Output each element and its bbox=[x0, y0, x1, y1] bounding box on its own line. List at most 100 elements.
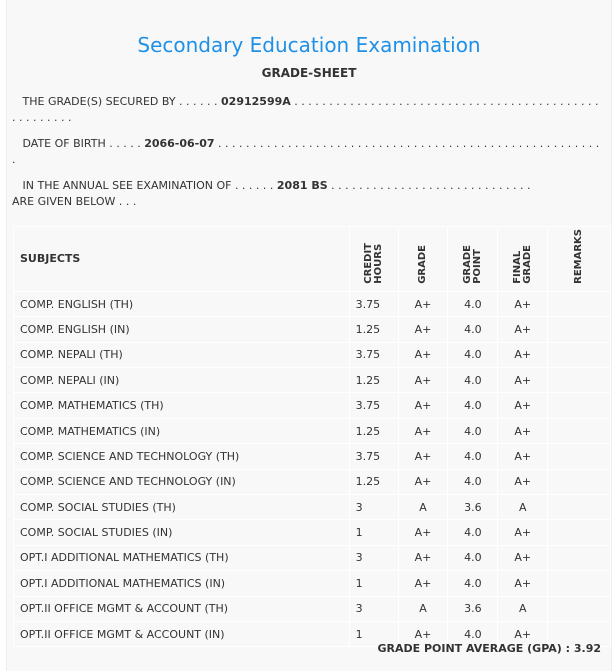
subject-cell: COMP. SCIENCE AND TECHNOLOGY (IN) bbox=[13, 468, 350, 496]
grade-cell: A+ bbox=[397, 544, 449, 572]
remarks-cell bbox=[547, 341, 611, 369]
header-text: FINAL GRADE bbox=[511, 245, 533, 284]
header-text: GRADE bbox=[417, 245, 429, 284]
remarks-cell bbox=[547, 392, 611, 419]
remarks-cell bbox=[547, 544, 611, 572]
credit-cell: 1.25 bbox=[348, 316, 399, 343]
grade-cell: A+ bbox=[397, 570, 449, 597]
grade-point-cell: 4.0 bbox=[447, 519, 499, 546]
final-grade-cell: A+ bbox=[497, 620, 549, 648]
subject-cell: COMP. MATHEMATICS (TH) bbox=[13, 392, 350, 419]
remarks-cell bbox=[547, 443, 611, 470]
dots: . . . . . . . . . . . . . . . . . . . . … bbox=[12, 95, 599, 124]
header-final-grade: FINAL GRADE bbox=[497, 226, 549, 292]
grade-cell: A bbox=[397, 595, 449, 622]
final-grade-cell: A bbox=[497, 595, 549, 622]
header-grade-point: GRADE POINT bbox=[447, 226, 499, 292]
credit-cell: 1 bbox=[348, 570, 399, 597]
header-text: CREDIT HOURS bbox=[362, 243, 384, 284]
header-grade: GRADE bbox=[397, 226, 449, 292]
secured-by-label: THE GRADE(S) SECURED BY . . . . . . bbox=[22, 95, 222, 108]
remarks-cell bbox=[547, 290, 611, 318]
remarks-cell bbox=[547, 417, 611, 445]
table-row: COMP. ENGLISH (TH) 3.75 A+ 4.0 A+ bbox=[13, 290, 611, 318]
grade-point-cell: 4.0 bbox=[447, 620, 499, 648]
remarks-cell bbox=[547, 468, 611, 496]
final-grade-cell: A+ bbox=[497, 417, 549, 445]
subject-cell: COMP. SOCIAL STUDIES (IN) bbox=[13, 519, 350, 546]
secured-by-line: THE GRADE(S) SECURED BY . . . . . . 0291… bbox=[12, 94, 602, 126]
final-grade-cell: A bbox=[497, 493, 549, 521]
credit-cell: 1 bbox=[348, 519, 399, 546]
table-row: COMP. NEPALI (TH) 3.75 A+ 4.0 A+ bbox=[13, 341, 611, 369]
grade-point-cell: 4.0 bbox=[447, 367, 499, 394]
remarks-cell bbox=[547, 570, 611, 597]
grade-point-cell: 4.0 bbox=[447, 316, 499, 343]
exam-year: 2081 BS bbox=[276, 179, 328, 192]
table-row: OPT.II OFFICE MGMT & ACCOUNT (IN) 1 A+ 4.0 A… bbox=[13, 620, 611, 648]
subject-cell: OPT.II OFFICE MGMT & ACCOUNT (IN) bbox=[13, 620, 350, 648]
subject-cell: OPT.I ADDITIONAL MATHEMATICS (TH) bbox=[13, 544, 350, 572]
table-row: COMP. SOCIAL STUDIES (TH) 3 A 3.6 A bbox=[13, 493, 611, 521]
grade-point-cell: 4.0 bbox=[447, 570, 499, 597]
remarks-cell bbox=[547, 519, 611, 546]
exam-label: IN THE ANNUAL SEE EXAMINATION OF . . . .… bbox=[22, 179, 277, 192]
final-grade-cell: A+ bbox=[497, 392, 549, 419]
remarks-cell bbox=[547, 493, 611, 521]
credit-cell: 1.25 bbox=[348, 468, 399, 496]
grade-sheet: Secondary Education Examination GRADE-SH… bbox=[6, 0, 612, 671]
table-row: COMP. NEPALI (IN) 1.25 A+ 4.0 A+ bbox=[13, 367, 611, 394]
table-row: COMP. SCIENCE AND TECHNOLOGY (IN) 1.25 A+ 4… bbox=[13, 468, 611, 496]
grade-point-cell: 4.0 bbox=[447, 392, 499, 419]
dots: . . . . . . . . . . . . . . . . . . . . … bbox=[327, 179, 531, 192]
header-credit-hours: CREDIT HOURS bbox=[348, 226, 399, 292]
header-remarks: REMARKS bbox=[547, 226, 611, 292]
credit-cell: 3 bbox=[348, 595, 399, 622]
grade-cell: A+ bbox=[397, 443, 449, 470]
grade-point-cell: 4.0 bbox=[447, 443, 499, 470]
table-row: COMP. ENGLISH (IN) 1.25 A+ 4.0 A+ bbox=[13, 316, 611, 343]
credit-cell: 3.75 bbox=[348, 392, 399, 419]
credit-cell: 3 bbox=[348, 544, 399, 572]
credit-cell: 1 bbox=[348, 620, 399, 648]
dob-value: 2066-06-07 bbox=[144, 137, 215, 150]
final-grade-cell: A+ bbox=[497, 443, 549, 470]
credit-cell: 3.75 bbox=[348, 443, 399, 470]
table-row: OPT.I ADDITIONAL MATHEMATICS (IN) 1 A+ 4.0 A… bbox=[13, 570, 611, 597]
dob-label: DATE OF BIRTH . . . . . bbox=[22, 137, 145, 150]
final-grade-cell: A+ bbox=[497, 544, 549, 572]
table-row: COMP. SCIENCE AND TECHNOLOGY (TH) 3.75 A+ 4… bbox=[13, 443, 611, 470]
credit-cell: 1.25 bbox=[348, 367, 399, 394]
remarks-cell bbox=[547, 620, 611, 648]
remarks-cell bbox=[547, 595, 611, 622]
header-subjects: SUBJECTS bbox=[13, 226, 350, 292]
table-row: OPT.I ADDITIONAL MATHEMATICS (TH) 3 A+ 4.0 A… bbox=[13, 544, 611, 572]
final-grade-cell: A+ bbox=[497, 290, 549, 318]
header-text: REMARKS bbox=[573, 229, 585, 284]
credit-cell: 1.25 bbox=[348, 417, 399, 445]
dob-line: DATE OF BIRTH . . . . . 2066-06-07 . . .… bbox=[12, 136, 602, 168]
grade-point-cell: 3.6 bbox=[447, 595, 499, 622]
exam-line: IN THE ANNUAL SEE EXAMINATION OF . . . .… bbox=[12, 178, 602, 210]
subject-cell: COMP. SCIENCE AND TECHNOLOGY (TH) bbox=[13, 443, 350, 470]
grades-table: SUBJECTS CREDIT HOURS GRADE GRADE POINT … bbox=[13, 226, 611, 648]
remarks-cell bbox=[547, 316, 611, 343]
exam-tail: ARE GIVEN BELOW . . . bbox=[12, 195, 137, 208]
table-row: COMP. MATHEMATICS (TH) 3.75 A+ 4.0 A+ bbox=[13, 392, 611, 419]
table-row: OPT.II OFFICE MGMT & ACCOUNT (TH) 3 A 3.6 A bbox=[13, 595, 611, 622]
grade-point-cell: 4.0 bbox=[447, 468, 499, 496]
subject-cell: COMP. NEPALI (TH) bbox=[13, 341, 350, 369]
gpa: GRADE POINT AVERAGE (GPA) : 3.92 bbox=[377, 642, 601, 655]
grade-cell: A+ bbox=[397, 367, 449, 394]
page-title: Secondary Education Examination bbox=[137, 33, 481, 57]
grade-point-cell: 4.0 bbox=[447, 544, 499, 572]
grade-point-cell: 4.0 bbox=[447, 417, 499, 445]
subject-cell: OPT.II OFFICE MGMT & ACCOUNT (TH) bbox=[13, 595, 350, 622]
grade-point-cell: 3.6 bbox=[447, 493, 499, 521]
subject-cell: OPT.I ADDITIONAL MATHEMATICS (IN) bbox=[13, 570, 350, 597]
subject-cell: COMP. MATHEMATICS (IN) bbox=[13, 417, 350, 445]
final-grade-cell: A+ bbox=[497, 468, 549, 496]
grade-point-cell: 4.0 bbox=[447, 341, 499, 369]
header-text: GRADE POINT bbox=[461, 245, 483, 284]
grade-cell: A+ bbox=[397, 290, 449, 318]
